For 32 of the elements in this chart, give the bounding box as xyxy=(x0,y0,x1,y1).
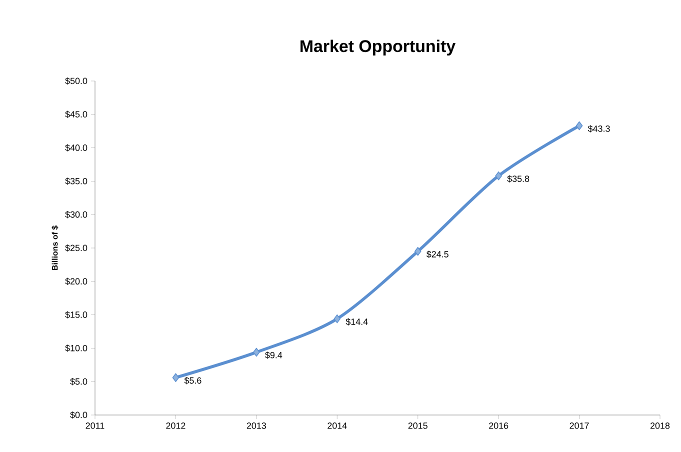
y-tick-label: $50.0 xyxy=(65,77,88,85)
x-tick-label: 2015 xyxy=(408,422,428,429)
text: $9.4 xyxy=(265,352,282,359)
text: $43.3 xyxy=(588,125,610,132)
y-tick-label: $30.0 xyxy=(65,210,88,218)
y-tick-label: $5.0 xyxy=(70,378,88,386)
x-tick-label: 2013 xyxy=(246,422,266,429)
y-tick-label: $40.0 xyxy=(65,144,88,152)
point xyxy=(495,171,502,180)
x-tick-label: 2017 xyxy=(570,422,589,429)
text: $35.8 xyxy=(507,175,530,182)
y-tick-label: $45.0 xyxy=(65,110,88,118)
y-tick-label: $15.0 xyxy=(65,311,88,318)
point xyxy=(334,314,341,324)
x-tick-label: 2018 xyxy=(650,422,670,429)
point xyxy=(576,121,583,130)
x-tick-label: 2016 xyxy=(489,422,508,429)
y-tick-label: $20.0 xyxy=(65,278,88,286)
x-tick-label: 2012 xyxy=(166,422,186,429)
text: $14.4 xyxy=(346,318,368,326)
x-tick-label: 2011 xyxy=(86,422,104,429)
y-tick-label: $10.0 xyxy=(65,344,88,352)
text: $24.5 xyxy=(426,250,448,258)
y-tick-label: $35.0 xyxy=(65,178,88,185)
y-tick-label: $0.0 xyxy=(70,411,88,419)
chart-title: Market Opportunity xyxy=(300,40,456,56)
x-tick-label: 2014 xyxy=(328,422,347,429)
point xyxy=(253,348,260,357)
point xyxy=(414,246,422,256)
text: $5.6 xyxy=(184,376,202,384)
y-tick-label: $25.0 xyxy=(65,244,88,252)
point xyxy=(172,373,180,382)
